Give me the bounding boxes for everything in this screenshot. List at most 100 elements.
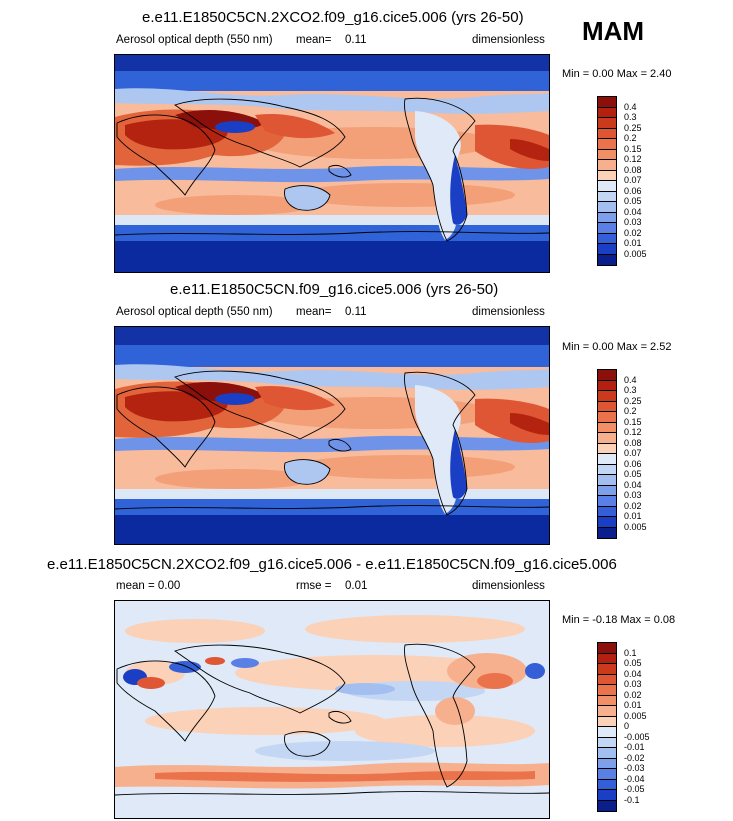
panel1-colorbar-label: 0.05 [624, 196, 642, 206]
panel2-map [114, 326, 550, 545]
panel3-colorbar-swatch [598, 695, 616, 706]
panel1-colorbar-swatch [598, 191, 616, 202]
panel1-colorbar-swatch [598, 244, 616, 255]
panel2-minmax: Min = 0.00 Max = 2.52 [562, 341, 672, 353]
panel3-colorbar-label: -0.1 [624, 794, 640, 805]
panel2-colorbar-label: 0.2 [624, 406, 637, 416]
panel1-units: dimensionless [472, 34, 545, 46]
panel3-colorbar-label: 0.005 [624, 710, 647, 721]
panel1-colorbar-swatch [598, 139, 616, 150]
panel3-colorbar-label: -0.03 [624, 763, 645, 773]
panel1-colorbar-swatch [598, 160, 616, 171]
panel1-colorbar-swatch [598, 254, 616, 265]
panel1-colorbar-label: 0.005 [624, 248, 647, 259]
panel3-colorbar-swatch [598, 790, 616, 801]
panel1-colorbar-label: 0.01 [624, 238, 642, 248]
panel1-colorbar-label: 0.03 [624, 217, 642, 227]
panel1-colorbar-swatch [598, 97, 616, 108]
panel3-colorbar-label: 0.1 [624, 647, 637, 658]
panel2-colorbar-swatch [598, 485, 616, 496]
panel3-colorbar-swatch [598, 653, 616, 664]
panel2-colorbar-swatch [598, 412, 616, 423]
panel2-variable-label: Aerosol optical depth (550 nm) [116, 306, 273, 318]
panel2-colorbar-swatch [598, 401, 616, 412]
panel3-colorbar-swatch [598, 685, 616, 696]
panel3-colorbar-swatch [598, 779, 616, 790]
panel3-colorbar-swatch [598, 706, 616, 717]
panel3-minmax: Min = -0.18 Max = 0.08 [562, 614, 676, 626]
panel2-colorbar-swatch [598, 454, 616, 465]
panel2-colorbar-swatch [598, 422, 616, 433]
panel1-colorbar-label: 0.4 [624, 101, 637, 112]
panel1-colorbar [597, 96, 617, 266]
panel3-colorbar-swatch [598, 748, 616, 759]
panel2-colorbar-label: 0.01 [624, 511, 642, 521]
panel2-units: dimensionless [472, 306, 545, 318]
panel2-colorbar-label: 0.03 [624, 490, 642, 500]
panel1-colorbar-label: 0.08 [624, 164, 642, 175]
panel3-colorbar-label: -0.04 [624, 773, 645, 784]
panel2-colorbar-label: 0.02 [624, 500, 642, 511]
panel2-colorbar-label: 0.3 [624, 385, 637, 395]
panel3-colorbar-swatch [598, 716, 616, 727]
panel1-colorbar-swatch [598, 170, 616, 181]
panel1-colorbar-swatch [598, 181, 616, 192]
panel1-colorbar-label: 0.12 [624, 154, 642, 164]
panel3-colorbar-swatch [598, 769, 616, 780]
panel3-colorbar-label: 0.03 [624, 679, 642, 689]
panel2-colorbar-swatch [598, 527, 616, 538]
panel3-map [114, 600, 550, 819]
panel3-units: dimensionless [472, 580, 545, 592]
panel3-colorbar-label: -0.01 [624, 742, 645, 752]
panel3-colorbar-label: 0.02 [624, 689, 642, 700]
panel2-colorbar-swatch [598, 517, 616, 528]
panel1-minmax: Min = 0.00 Max = 2.40 [562, 68, 672, 80]
panel3-colorbar [597, 642, 617, 812]
panel2-colorbar-swatch [598, 433, 616, 444]
panel3-map-plot [115, 601, 549, 818]
panel1-colorbar-label: 0.15 [624, 143, 642, 154]
panel2-colorbar-label: 0.15 [624, 416, 642, 427]
panel3-colorbar-swatch [598, 727, 616, 738]
panel2-title: e.e11.E1850C5CN.f09_g16.cice5.006 (yrs 2… [170, 281, 499, 298]
panel2-colorbar-label: 0.12 [624, 427, 642, 437]
panel1-variable-label: Aerosol optical depth (550 nm) [116, 34, 273, 46]
panel2-colorbar-swatch [598, 370, 616, 381]
panel2-colorbar-swatch [598, 506, 616, 517]
panel3-colorbar-swatch [598, 664, 616, 675]
panel3-rmse-value: 0.01 [345, 580, 368, 592]
panel1-colorbar-swatch [598, 223, 616, 234]
panel1-colorbar-label: 0.07 [624, 175, 642, 185]
panel3-colorbar-label: 0.04 [624, 668, 642, 679]
panel3-colorbar-label: 0.01 [624, 700, 642, 710]
panel2-mean-value: 0.11 [345, 306, 367, 318]
panel1-colorbar-swatch [598, 233, 616, 244]
panel1-colorbar-label: 0.3 [624, 112, 637, 122]
panel1-map-plot [115, 55, 549, 272]
panel2-colorbar-label: 0.04 [624, 479, 642, 490]
panel2-colorbar-swatch [598, 380, 616, 391]
panel2-colorbar-swatch [598, 496, 616, 507]
panel2-colorbar-swatch [598, 475, 616, 486]
panel1-map [114, 54, 550, 273]
panel2-colorbar-label: 0.06 [624, 458, 642, 469]
panel1-colorbar-swatch [598, 107, 616, 118]
panel3-colorbar-swatch [598, 674, 616, 685]
panel2-map-plot [115, 327, 549, 544]
panel1-colorbar-label: 0.25 [624, 122, 642, 133]
panel1-colorbar-label: 0.2 [624, 133, 637, 143]
panel3-colorbar-label: -0.02 [624, 752, 645, 763]
panel2-mean-label: mean= [296, 306, 332, 318]
panel3-colorbar-swatch [598, 737, 616, 748]
panel1-colorbar-swatch [598, 149, 616, 160]
panel2-colorbar-label: 0.05 [624, 469, 642, 479]
panel2-colorbar-swatch [598, 443, 616, 454]
panel1-mean-label: mean= [296, 34, 332, 46]
panel2-colorbar-label: 0.005 [624, 521, 647, 532]
panel3-rmse-label: rmse = [296, 580, 332, 592]
panel2-colorbar-label: 0.07 [624, 448, 642, 458]
panel1-colorbar-swatch [598, 202, 616, 213]
panel3-colorbar-swatch [598, 758, 616, 769]
panel2-colorbar-label: 0.08 [624, 437, 642, 448]
panel2-colorbar-label: 0.25 [624, 395, 642, 406]
